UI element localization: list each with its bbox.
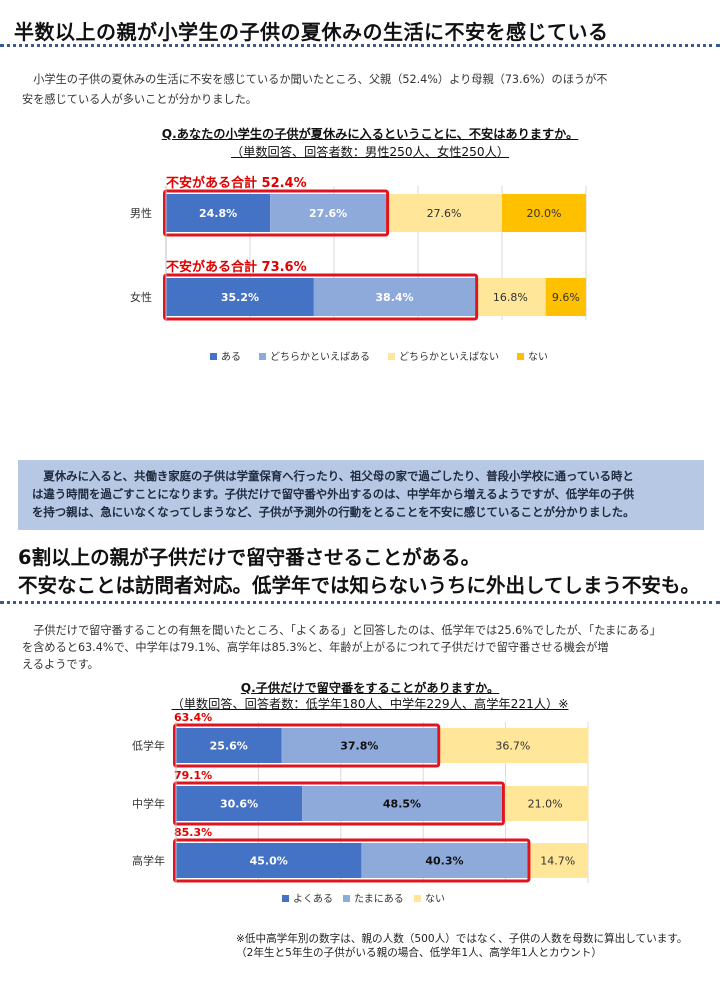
section2-intro-line: えるようです。 [22, 658, 99, 671]
legend-label: よくある [293, 893, 333, 905]
bar-segment [545, 278, 586, 316]
bar-segment [176, 843, 362, 878]
section2-intro: 子供だけで留守番することの有無を聞いたところ、「よくある」と回答したのは、低学年… [22, 622, 712, 673]
category-label: 中学年 [132, 797, 165, 811]
callout-line: 夏休みに入ると、共働き家庭の子供は学童保育へ行ったり、祖父母の家で過ごしたり、普… [32, 469, 634, 483]
legend-label: どちらかといえばない [399, 351, 499, 363]
legend-label: どちらかといえばある [270, 351, 370, 363]
highlight-box [173, 723, 441, 768]
callout-line: は違う時間を過ごすことになります。子供だけで留守番や外出するのは、中学年から増え… [32, 487, 635, 501]
bar-segment [166, 194, 271, 232]
section2-divider [0, 601, 720, 604]
section2-heading: 6割以上の親が子供だけで留守番させることがある。 不安なことは訪問者対応。低学年… [18, 544, 700, 600]
chart1: 男性 24.8% 27.6% 27.6% 20.0% 不安がある合計 52.4% 女性 35.… [130, 175, 587, 363]
legend-label: ある [221, 351, 241, 363]
bar-segment [281, 728, 438, 763]
bar-segment [313, 278, 476, 316]
total-annotation: 85.3% [174, 826, 212, 839]
category-label: 高学年 [132, 854, 165, 868]
bar-segment [527, 843, 588, 878]
chart1-title: Q.あなたの小学生の子供が夏休みに入るということに、不安はありますか。 [161, 127, 579, 141]
data-label: 48.5% [383, 798, 421, 811]
data-label: 30.6% [220, 798, 258, 811]
legend-swatch [210, 353, 217, 360]
total-annotation: 不安がある合計 73.6% [166, 259, 307, 275]
chart1-subtitle: （単数回答、回答者数：男性250人、女性250人） [20, 142, 720, 160]
section1-divider [0, 44, 720, 47]
data-label: 14.7% [540, 855, 575, 868]
highlight-box [173, 781, 505, 826]
legend-swatch [517, 353, 524, 360]
data-label: 45.0% [250, 855, 288, 868]
section1-intro: 小学生の子供の夏休みの生活に不安を感じているか聞いたところ、父親（52.4%）よ… [22, 70, 712, 110]
section1-intro-line: 安を感じている人が多いことが分かりました。 [22, 93, 257, 106]
legend-swatch [388, 353, 395, 360]
data-label: 27.6% [427, 207, 462, 220]
data-label: 27.6% [309, 207, 347, 220]
legend-swatch [343, 895, 350, 902]
bar-segment [302, 786, 502, 821]
footnote: ※低中高学年別の数字は、親の人数（500人）ではなく、子供の人数を母数に算出して… [236, 932, 716, 960]
legend-swatch [259, 353, 266, 360]
chart1-subtitle-text: （単数回答、回答者数：男性250人、女性250人） [230, 145, 510, 159]
data-label: 38.4% [375, 291, 413, 304]
legend-swatch [282, 895, 289, 902]
legend-label: ない [528, 351, 548, 363]
bar-segment [361, 843, 528, 878]
highlight-box [173, 838, 531, 883]
category-label: 男性 [130, 206, 152, 220]
section2-heading-line: 6割以上の親が子供だけで留守番させることがある。 [18, 546, 481, 569]
legend-label: たまにある [354, 893, 404, 905]
total-annotation: 63.4% [174, 711, 212, 724]
chart2-subtitle-text: （単数回答、回答者数：低学年180人、中学年229人、高学年221人）※ [171, 697, 569, 711]
legend-swatch [414, 895, 421, 902]
data-label: 24.8% [199, 207, 237, 220]
summary-callout: 夏休みに入ると、共働き家庭の子供は学童保育へ行ったり、祖父母の家で過ごしたり、普… [18, 460, 704, 530]
footnote-line: ※低中高学年別の数字は、親の人数（500人）ではなく、子供の人数を母数に算出して… [236, 933, 688, 945]
data-label: 9.6% [552, 291, 580, 304]
category-label: 低学年 [132, 739, 165, 753]
bar-segment [437, 728, 589, 763]
data-label: 20.0% [527, 207, 562, 220]
chart2-subtitle: （単数回答、回答者数：低学年180人、中学年229人、高学年221人）※ [20, 694, 720, 712]
data-label: 21.0% [528, 798, 563, 811]
section1-heading: 半数以上の親が小学生の子供の夏休みの生活に不安を感じている [14, 20, 609, 44]
section2-heading-line: 不安なことは訪問者対応。低学年では知らないうちに外出してしまう不安も。 [18, 574, 700, 597]
data-label: 35.2% [221, 291, 259, 304]
total-annotation: 79.1% [174, 769, 212, 782]
chart2-title: Q.子供だけで留守番をすることがありますか。 [240, 681, 500, 695]
data-label: 36.7% [495, 740, 530, 753]
bar-segment [166, 278, 314, 316]
category-label: 女性 [130, 290, 152, 304]
callout-line: を持つ親は、急にいなくなってしまうなど、子供が予測外の行動をとることを不安に感じ… [32, 505, 635, 519]
data-label: 37.8% [340, 740, 378, 753]
bar-segment [502, 194, 586, 232]
bar-segment [475, 278, 546, 316]
footnote-line: （2年生と5年生の子供がいる親の場合、低学年1人、高学年1人とカウント） [236, 947, 602, 959]
legend-label: ない [425, 893, 445, 905]
data-label: 16.8% [493, 291, 528, 304]
chart2: 低学年 25.6% 37.8% 36.7% 63.4% 中学年 30.6% 48.5% 21.0… [132, 711, 589, 905]
bar-segment [386, 194, 502, 232]
highlight-box [163, 273, 479, 321]
highlight-box [163, 189, 390, 237]
data-label: 40.3% [425, 855, 463, 868]
section1-intro-line: 小学生の子供の夏休みの生活に不安を感じているか聞いたところ、父親（52.4%）よ… [22, 73, 608, 86]
bar-segment [176, 786, 303, 821]
data-label: 25.6% [210, 740, 248, 753]
bar-segment [270, 194, 387, 232]
section2-intro-line: を含めると63.4%で、中学年は79.1%、高学年は85.3%と、年齢が上がるに… [22, 641, 609, 654]
bar-segment [501, 786, 589, 821]
section2-intro-line: 子供だけで留守番することの有無を聞いたところ、「よくある」と回答したのは、低学年… [22, 624, 661, 637]
total-annotation: 不安がある合計 52.4% [166, 175, 307, 191]
bar-segment [176, 728, 282, 763]
